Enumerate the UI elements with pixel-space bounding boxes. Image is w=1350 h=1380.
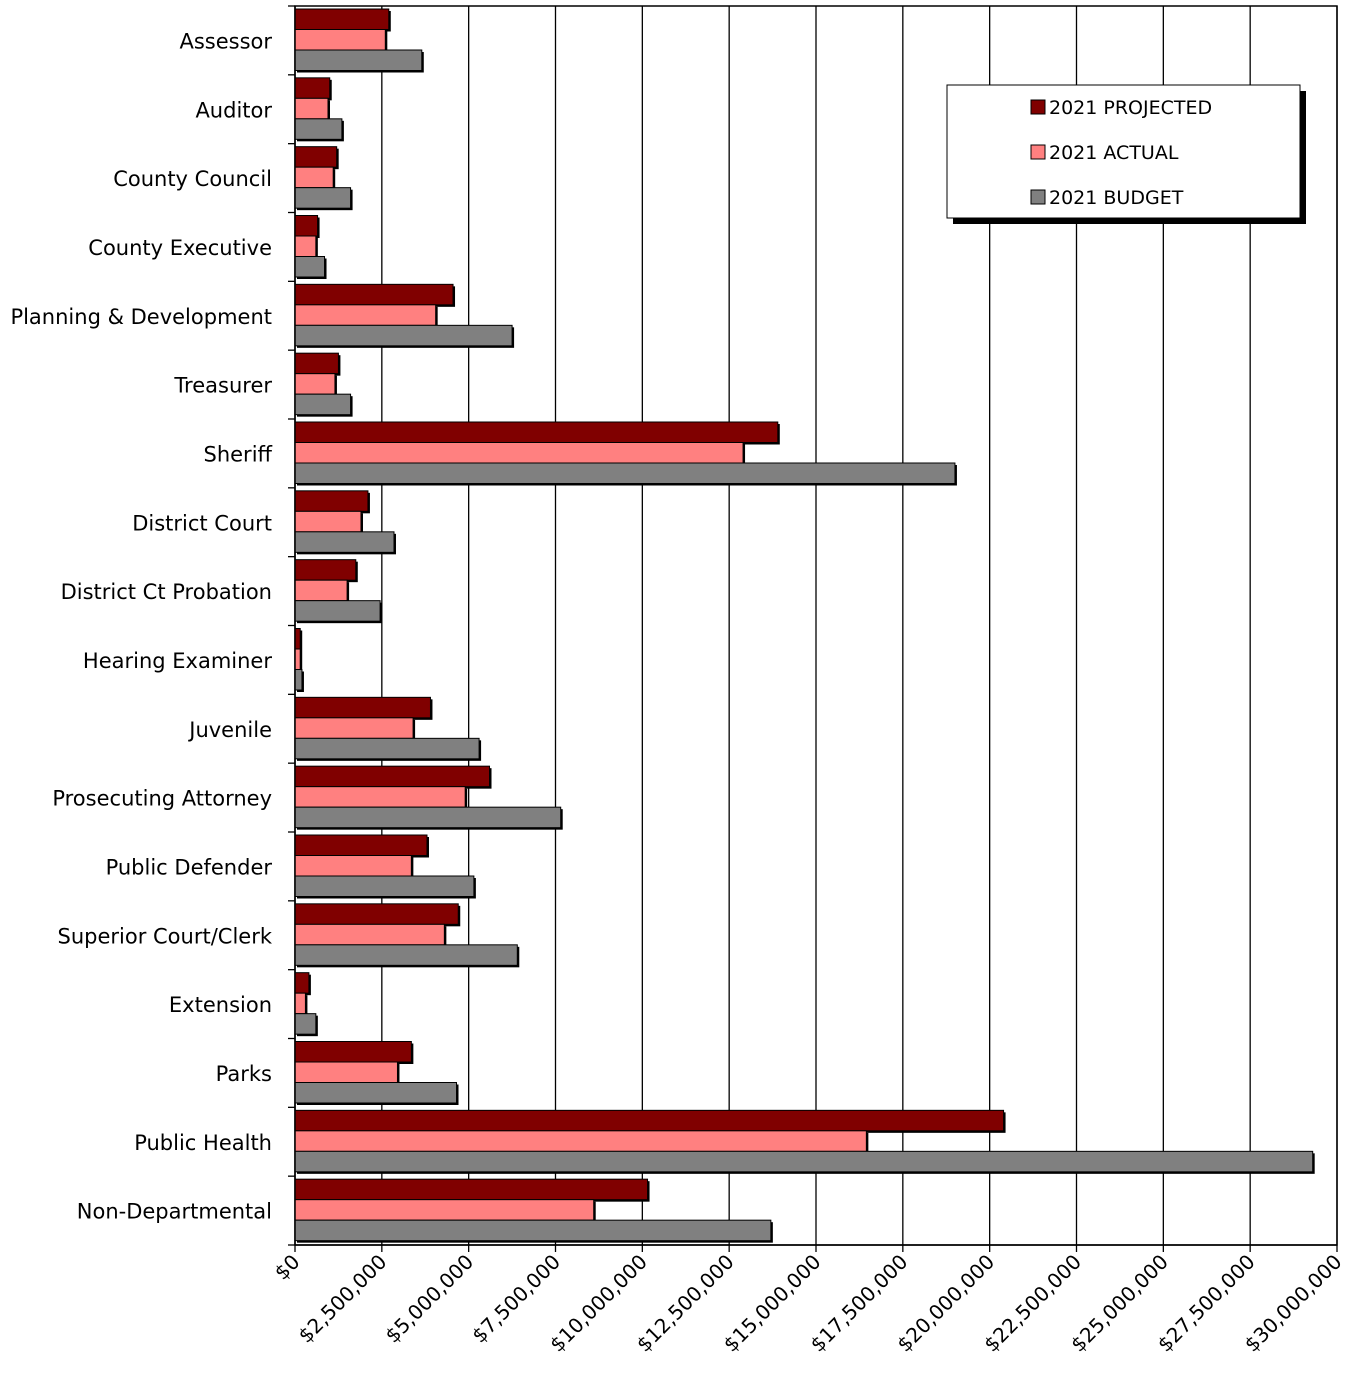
legend-swatch bbox=[1030, 144, 1046, 160]
category-label: Prosecuting Attorney bbox=[52, 787, 272, 811]
bar-2021-projected bbox=[294, 765, 491, 788]
legend-label: 2021 ACTUAL bbox=[1049, 142, 1179, 164]
x-tick-label: $5,000,000 bbox=[380, 1250, 478, 1348]
bar-2021-actual bbox=[294, 855, 412, 877]
legend-label: 2021 BUDGET bbox=[1049, 187, 1184, 209]
bar-2021-actual bbox=[294, 1061, 398, 1083]
bar-2021-budget bbox=[294, 875, 475, 897]
x-tick-labels: $0$2,500,000$5,000,000$7,500,000$10,000,… bbox=[270, 1250, 1347, 1357]
bar-2021-actual bbox=[294, 923, 445, 946]
bar-2021-budget bbox=[294, 187, 352, 209]
category-label: County Executive bbox=[88, 236, 272, 260]
x-tick-label: $2,500,000 bbox=[293, 1250, 391, 1348]
bar-2021-projected bbox=[294, 352, 339, 375]
bar-2021-budget bbox=[294, 1219, 772, 1242]
bar-2021-projected bbox=[294, 77, 331, 99]
bar-2021-budget bbox=[294, 49, 423, 71]
bar-2021-actual bbox=[294, 786, 466, 808]
category-label: Treasurer bbox=[173, 374, 272, 398]
bar-2021-actual bbox=[294, 442, 744, 464]
bar-2021-projected bbox=[294, 559, 357, 581]
category-label: County Council bbox=[113, 167, 272, 191]
category-label: Assessor bbox=[179, 29, 272, 53]
bar-2021-projected bbox=[294, 421, 779, 443]
axes bbox=[288, 5, 1338, 1252]
bar-2021-projected bbox=[294, 1109, 1005, 1132]
bar-2021-budget bbox=[294, 600, 381, 622]
category-label: Planning & Development bbox=[10, 305, 272, 329]
bar-2021-projected bbox=[294, 215, 319, 237]
bar-2021-actual bbox=[294, 717, 414, 739]
bar-2021-budget bbox=[294, 1013, 317, 1035]
legend-box bbox=[946, 84, 1301, 219]
bar-2021-budget bbox=[294, 1082, 458, 1104]
category-label: Public Health bbox=[134, 1131, 272, 1155]
bar-2021-actual bbox=[294, 1199, 595, 1221]
bar-2021-budget bbox=[294, 1150, 1314, 1173]
bar-2021-budget bbox=[294, 944, 518, 966]
category-label: Public Defender bbox=[106, 855, 273, 879]
category-label: District Court bbox=[132, 511, 272, 535]
category-label: Non-Departmental bbox=[77, 1200, 272, 1224]
bar-2021-actual bbox=[294, 1130, 867, 1152]
legend-label: 2021 PROJECTED bbox=[1049, 97, 1212, 119]
bar-2021-budget bbox=[294, 324, 513, 347]
bar-2021-projected bbox=[294, 628, 301, 650]
bar-2021-actual bbox=[294, 97, 329, 120]
bar-2021-projected bbox=[294, 834, 428, 856]
bar-2021-budget bbox=[294, 806, 562, 829]
bar-2021-actual bbox=[294, 166, 334, 189]
bar-2021-projected bbox=[294, 696, 431, 719]
category-label: Juvenile bbox=[187, 718, 272, 742]
category-label: Extension bbox=[169, 993, 272, 1017]
bar-2021-projected bbox=[294, 8, 390, 30]
bar-2021-projected bbox=[294, 972, 310, 994]
bar-2021-actual bbox=[294, 29, 386, 51]
bar-2021-actual bbox=[294, 235, 317, 257]
bar-2021-actual bbox=[294, 304, 437, 326]
category-label: Auditor bbox=[195, 98, 272, 122]
x-tick-label: $0 bbox=[270, 1250, 305, 1285]
bar-2021-budget bbox=[294, 531, 395, 553]
bar-2021-actual bbox=[294, 510, 362, 533]
bar-2021-projected bbox=[294, 903, 459, 925]
category-label: Parks bbox=[216, 1062, 272, 1086]
bar-2021-projected bbox=[294, 146, 338, 168]
bar-2021-actual bbox=[294, 648, 301, 670]
category-label: Superior Court/Clerk bbox=[58, 924, 273, 948]
bars bbox=[294, 8, 1315, 1243]
bar-2021-budget bbox=[294, 256, 326, 278]
category-label: Hearing Examiner bbox=[83, 649, 272, 673]
bar-2021-actual bbox=[294, 579, 348, 602]
bar-2021-projected bbox=[294, 1178, 649, 1201]
category-label: Sheriff bbox=[204, 442, 273, 466]
legend-swatch bbox=[1030, 189, 1046, 205]
bar-2021-projected bbox=[294, 490, 369, 512]
bar-2021-budget bbox=[294, 462, 956, 484]
bar-2021-budget bbox=[294, 393, 352, 416]
category-labels: Assessor Auditor County Council County Exec… bbox=[10, 29, 272, 1223]
bar-2021-budget bbox=[294, 669, 303, 691]
bar-2021-budget bbox=[294, 118, 343, 140]
bar-2021-budget bbox=[294, 737, 480, 760]
bar-2021-projected bbox=[294, 1041, 412, 1063]
category-label: District Ct Probation bbox=[61, 580, 272, 604]
legend: 2021 PROJECTED 2021 ACTUAL 2021 BUDGET bbox=[946, 84, 1306, 224]
bar-2021-actual bbox=[294, 992, 306, 1015]
bar-2021-projected bbox=[294, 283, 454, 306]
legend-swatch bbox=[1030, 99, 1046, 115]
bar-2021-actual bbox=[294, 373, 336, 395]
